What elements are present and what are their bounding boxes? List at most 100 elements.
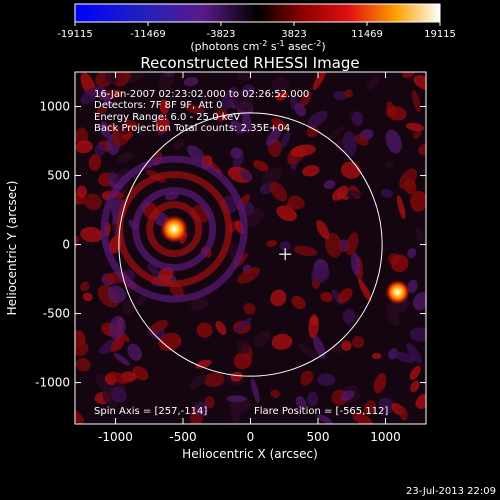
texture-blob	[226, 395, 247, 403]
texture-blob	[338, 288, 353, 304]
annotation-detectors: Detectors: 7F 8F 9F, Att 0	[94, 100, 222, 111]
texture-blob	[266, 240, 278, 247]
texture-blob	[230, 147, 243, 159]
texture-blob	[147, 263, 162, 279]
texture-blob	[253, 330, 271, 347]
texture-blob	[242, 113, 252, 133]
texture-blob	[82, 292, 93, 302]
texture-blob	[411, 90, 421, 113]
texture-blob	[300, 370, 314, 386]
colorbar-tick-label: -19115	[57, 29, 92, 40]
texture-blob	[187, 145, 205, 162]
x-tick-label: -1000	[98, 430, 133, 444]
texture-blob	[215, 320, 227, 335]
texture-blob	[172, 138, 185, 150]
texture-blob	[409, 327, 426, 342]
texture-blob	[88, 153, 102, 171]
texture-blob	[195, 359, 212, 369]
chart-title: Reconstructed RHESSI Image	[140, 54, 359, 72]
texture-blob	[203, 372, 225, 388]
texture-blob	[221, 86, 238, 111]
texture-blob	[340, 390, 355, 402]
texture-blob	[80, 226, 103, 243]
texture-blob	[344, 89, 353, 99]
texture-blob	[352, 336, 365, 349]
texture-blob	[412, 292, 426, 311]
texture-blob	[188, 374, 208, 389]
texture-blob	[291, 295, 306, 310]
y-tick-label: -500	[43, 307, 70, 321]
texture-blob	[230, 120, 245, 134]
texture-blob	[410, 190, 426, 212]
colorbar-tick-label: -3823	[206, 29, 235, 40]
spin-axis-label: Spin Axis = [257,-114]	[94, 406, 207, 417]
texture-blob	[417, 143, 426, 156]
texture-blob	[240, 169, 253, 181]
texture-blob	[80, 86, 102, 104]
texture-blob	[253, 160, 269, 172]
xray-source	[385, 279, 410, 305]
texture-blob	[75, 140, 93, 154]
texture-blob	[294, 103, 306, 117]
x-axis-ticks: -1000 -500 0 500 1000	[98, 72, 401, 444]
texture-blob	[270, 389, 280, 398]
texture-blob	[371, 352, 382, 360]
texture-blob	[99, 121, 110, 138]
x-tick-label: -500	[169, 430, 196, 444]
annotation-energy: Energy Range: 6.0 - 25.0 keV	[94, 112, 240, 123]
texture-blob	[351, 111, 364, 126]
texture-blob	[366, 76, 380, 90]
x-tick-label: 0	[247, 430, 255, 444]
texture-blob	[414, 226, 424, 243]
colorbar-tick-label: 11469	[351, 29, 383, 40]
texture-blob	[184, 104, 205, 114]
texture-blob	[136, 294, 147, 306]
texture-blob	[407, 248, 417, 259]
texture-blob	[396, 195, 406, 220]
texture-blob	[342, 130, 357, 157]
texture-blob	[307, 110, 328, 128]
texture-blob	[394, 351, 416, 363]
texture-blob	[280, 131, 291, 149]
texture-blob	[341, 340, 352, 351]
xray-source	[160, 215, 189, 244]
texture-blob	[332, 185, 349, 201]
solar-limb-circle	[118, 112, 383, 377]
texture-blob	[155, 116, 170, 133]
colorbar-unit-label: (photons cm-2 s-1 asec-2)	[190, 39, 325, 53]
texture-blob	[158, 332, 182, 351]
texture-blob	[312, 72, 327, 91]
texture-blob	[215, 109, 228, 122]
y-tick-label: 500	[47, 169, 70, 183]
texture-blob	[75, 357, 91, 372]
texture-blob	[271, 76, 290, 93]
texture-blob	[117, 152, 134, 163]
texture-blob	[101, 87, 113, 109]
sidelobe-ring	[132, 187, 217, 272]
texture-blob	[84, 193, 102, 211]
texture-blob	[386, 106, 407, 121]
texture-blob	[107, 371, 130, 384]
texture-blob	[398, 406, 408, 421]
annotation-method: Back Projection Total counts: 2.35E+04	[94, 123, 290, 134]
footer-timestamp: 23-Jul-2013 22:09	[406, 486, 496, 497]
colorbar-tick-label: -11469	[130, 29, 165, 40]
texture-blob	[323, 180, 336, 189]
texture-blob	[236, 339, 250, 354]
texture-blob	[261, 167, 283, 185]
flare-position-label: Flare Position = [-565,112]	[254, 406, 388, 417]
colorbar-tick-label: 19115	[424, 29, 456, 40]
texture-blob	[316, 220, 330, 240]
texture-blob	[327, 126, 345, 140]
flare-marker	[279, 248, 292, 261]
texture-blob	[265, 126, 282, 147]
texture-blob	[317, 373, 336, 387]
texture-blob	[230, 371, 243, 382]
texture-blob	[271, 118, 287, 131]
y-tick-label: 0	[62, 238, 70, 252]
texture-blob	[399, 168, 418, 190]
texture-blob	[350, 252, 361, 277]
texture-blob	[164, 72, 175, 77]
texture-blob	[415, 393, 426, 409]
texture-blob	[290, 144, 316, 157]
